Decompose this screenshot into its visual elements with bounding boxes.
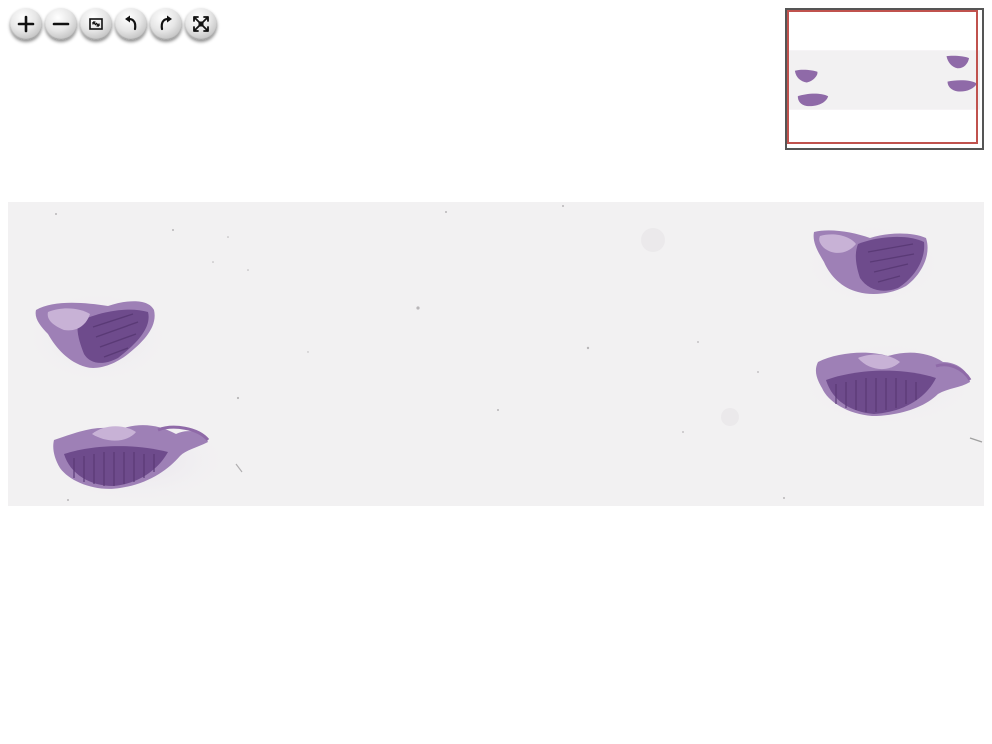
minus-icon (51, 14, 71, 34)
fullscreen-icon (191, 14, 211, 34)
viewer-toolbar (10, 8, 217, 42)
navigator-panel[interactable] (785, 8, 984, 150)
rotate-left-button[interactable] (115, 8, 147, 40)
tissue-section-4 (815, 352, 972, 416)
rotate-right-icon (156, 14, 176, 34)
plus-icon (16, 14, 36, 34)
rotate-right-button[interactable] (150, 8, 182, 40)
rotate-left-icon (121, 14, 141, 34)
tissue-section-1 (35, 301, 155, 368)
slide-canvas[interactable] (8, 202, 984, 506)
fullscreen-button[interactable] (185, 8, 217, 40)
home-icon (86, 14, 106, 34)
tissue-section-2 (53, 425, 210, 489)
tissue-section-3 (813, 230, 928, 294)
home-button[interactable] (80, 8, 112, 40)
navigator-viewport-region[interactable] (787, 10, 978, 144)
navigator-thumbnail (789, 50, 980, 110)
zoom-in-button[interactable] (10, 8, 42, 40)
zoom-out-button[interactable] (45, 8, 77, 40)
